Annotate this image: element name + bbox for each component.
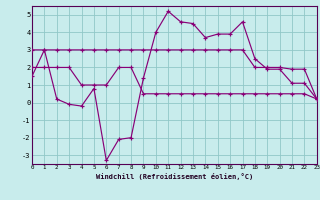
X-axis label: Windchill (Refroidissement éolien,°C): Windchill (Refroidissement éolien,°C) (96, 173, 253, 180)
